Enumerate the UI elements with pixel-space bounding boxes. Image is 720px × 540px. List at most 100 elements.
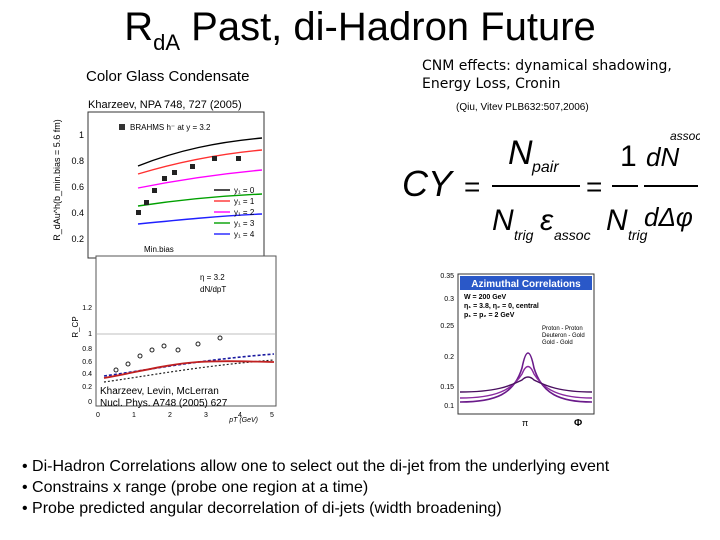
plot1-curve-y2	[137, 169, 263, 189]
plot3-ytick: 0.35	[440, 273, 454, 280]
plot2-ylabel: R_CP	[71, 316, 80, 337]
plot1-point	[236, 156, 241, 161]
plot3-xlabel-phi: Φ	[574, 418, 582, 428]
plot3-info: W = 200 GeV η₁ = 3.8, η₂ = 0, central p₁…	[464, 294, 539, 319]
plot3-yticks: 0.35 0.3 0.25 0.2 0.15 0.1	[440, 273, 454, 410]
legend-label: y₁ = 0	[234, 186, 255, 195]
eq-ntrig: N	[492, 204, 514, 237]
title-r: R	[124, 5, 154, 49]
plot1-ytick: 0.6	[71, 182, 84, 192]
plot1-curve-y1	[137, 149, 263, 175]
title-rest: Past, di-Hadron Future	[180, 5, 596, 49]
plot2-xticks: 0 1 2 3 4 5	[96, 412, 274, 419]
plot2-point	[175, 347, 181, 353]
rdau-rapidity-plot: R_dAu^h(b_min.bias = 5.6 fm) 1 0.8 0.6 0…	[52, 111, 265, 259]
plot2-xtick: 0	[96, 412, 100, 419]
plot1-point	[190, 164, 195, 169]
right-heading: CNM effects: dynamical shadowing, Energy…	[422, 57, 672, 93]
plot2-point	[149, 347, 155, 353]
plot1-curve-legend: y₁ = 0 y₁ = 1 y₁ = 2 y₁ = 3 y₁ = 4	[214, 186, 255, 239]
left-heading: Color Glass Condensate	[86, 68, 250, 85]
plot3-ytick: 0.25	[440, 323, 454, 330]
plot3-title: Azimuthal Correlations	[471, 279, 581, 290]
plot1-point	[152, 188, 157, 193]
plot2-ytick: 0.4	[82, 371, 92, 378]
plot2-xtick: 1	[132, 412, 136, 419]
plot2-point	[125, 361, 131, 367]
right-heading-line2: Energy Loss, Cronin	[422, 76, 561, 92]
plot2-point	[195, 341, 201, 347]
plot3-ytick: 0.15	[440, 384, 454, 391]
legend-label: y₁ = 4	[234, 230, 255, 239]
plot3-curve-auau	[459, 376, 593, 393]
bullet-item: • Constrains x range (probe one region a…	[22, 479, 369, 496]
plot2-blue-curve	[103, 353, 275, 377]
title-subscript: dA	[153, 30, 181, 55]
eq-npair: N	[508, 134, 533, 172]
plot3-info-line: η₁ = 3.8, η₂ = 0, central	[464, 303, 539, 310]
eq-pair-sub: pair	[531, 159, 559, 176]
plot1-minbias-label: Min.bias	[144, 245, 174, 254]
plot3-xlabel-pi: π	[522, 418, 528, 428]
plot2-data-points	[113, 335, 223, 373]
plot2-ytick: 1.2	[82, 305, 92, 312]
plot2-red-curve	[103, 360, 275, 379]
plot3-ytick: 0.1	[444, 403, 454, 410]
bottom-citation-line1: Kharzeev, Levin, McLerran	[100, 386, 219, 397]
eq-equals-1: =	[464, 171, 480, 202]
plot3-curve-pp	[459, 352, 593, 403]
plot2-yticks: 1.2 1 0.8 0.6 0.4 0.2 0	[82, 305, 92, 406]
eq-dn-sup: assoc	[670, 129, 700, 143]
eq-lhs: CY	[402, 163, 455, 204]
legend-label: y₁ = 1	[234, 197, 255, 206]
eq-ntrig-2: N	[606, 204, 628, 237]
plot2-ytick: 0.8	[82, 346, 92, 353]
cy-equation: CY = N pair N trig ε assoc = 1 N trig dN…	[402, 129, 700, 243]
bullet-item: • Di-Hadron Correlations allow one to se…	[22, 458, 610, 475]
eq-equals-2: =	[586, 171, 602, 202]
legend-label: y₁ = 3	[234, 219, 255, 228]
plot1-frame	[87, 111, 265, 259]
eq-trig-sub: trig	[514, 227, 534, 243]
plot3-ytick: 0.3	[444, 296, 454, 303]
rcp-pt-plot: R_CP 1.2 1 0.8 0.6 0.4 0.2 0 η = 3.2 dN/…	[71, 255, 277, 424]
plot3-legend-item: Gold - Gold	[542, 340, 573, 346]
plot3-info-line: W = 200 GeV	[464, 294, 507, 301]
plot2-point	[161, 343, 167, 349]
plot3-legend-item: Deuteron - Gold	[542, 333, 585, 339]
plot2-xtick: 5	[270, 412, 274, 419]
plot2-point	[137, 353, 143, 359]
plot2-eta-label: η = 3.2	[200, 273, 225, 282]
plot1-ytick: 1	[79, 130, 84, 140]
eq-assoc-sub: assoc	[554, 227, 591, 243]
plot1-ytick: 0.8	[71, 156, 84, 166]
bottom-left-citation: Kharzeev, Levin, McLerran Nucl. Phys. A7…	[100, 386, 227, 410]
plot1-data-points	[136, 156, 241, 215]
plot1-legend-title: BRAHMS h⁻ at y = 3.2	[130, 123, 211, 132]
plot2-frame	[95, 255, 277, 407]
right-citation: (Qiu, Vitev PLB632:507,2006)	[456, 102, 589, 113]
eq-epsilon: ε	[540, 204, 554, 237]
plot1-point	[136, 210, 141, 215]
plot2-xtick: 2	[168, 412, 172, 419]
right-heading-line1: CNM effects: dynamical shadowing,	[422, 58, 672, 74]
bullet-list: • Di-Hadron Correlations allow one to se…	[22, 456, 609, 519]
eq-ddelta: dΔφ	[644, 202, 693, 232]
eq-trig-sub-2: trig	[628, 227, 648, 243]
bullet-item: • Probe predicted angular decorrelation …	[22, 500, 502, 517]
plot1-legend-marker	[119, 124, 125, 130]
plot1-yticks: 1 0.8 0.6 0.4 0.2	[71, 130, 84, 244]
plot1-ylabel: R_dAu^h(b_min.bias = 5.6 fm)	[52, 119, 62, 241]
plot3-legend-item: Proton - Proton	[542, 326, 583, 332]
plot2-point	[217, 335, 223, 341]
plot2-xlabel: pT (GeV)	[228, 417, 258, 424]
plot1-point	[144, 200, 149, 205]
plot3-ytick: 0.2	[444, 354, 454, 361]
plot1-curve-y0	[137, 137, 263, 167]
plot3-curve-dau	[459, 365, 593, 399]
bottom-citation-line2: Nucl. Phys. A748 (2005) 627	[100, 398, 228, 409]
plot2-xtick: 3	[204, 412, 208, 419]
plot2-dndpt-label: dN/dpT	[200, 285, 226, 294]
plot1-point	[212, 156, 217, 161]
slide-title: RdA Past, di-Hadron Future	[0, 4, 720, 66]
